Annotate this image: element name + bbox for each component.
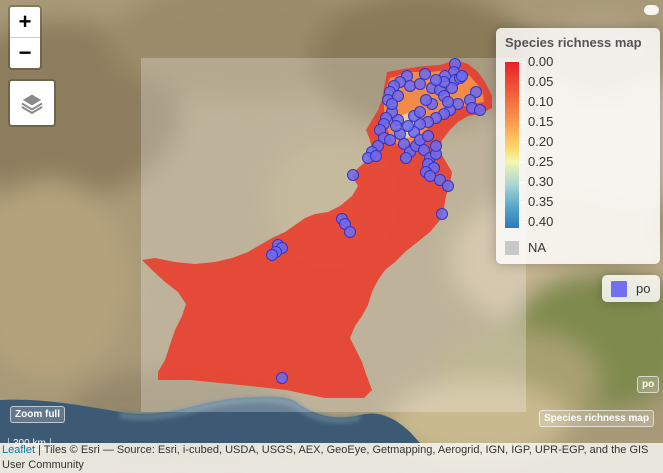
legend-tick-label: 0.05 bbox=[528, 74, 554, 89]
layers-button[interactable] bbox=[8, 79, 56, 127]
occurrence-point[interactable] bbox=[430, 140, 442, 152]
legend-tick-mark bbox=[520, 142, 524, 143]
occurrence-point[interactable] bbox=[434, 174, 446, 186]
occurrence-point[interactable] bbox=[404, 80, 416, 92]
occurrence-point[interactable] bbox=[392, 90, 404, 102]
occurrence-point[interactable] bbox=[430, 74, 442, 86]
na-swatch bbox=[505, 241, 519, 255]
occurrence-point[interactable] bbox=[276, 372, 288, 384]
legend-tick-mark bbox=[520, 62, 524, 63]
occurrence-point[interactable] bbox=[390, 120, 402, 132]
legend-tick-label: 0.30 bbox=[528, 174, 554, 189]
legend-tick-mark bbox=[520, 202, 524, 203]
occurrence-point[interactable] bbox=[420, 94, 432, 106]
species-layer-toggle[interactable]: Species richness map bbox=[539, 410, 655, 427]
legend-tick-label: 0.15 bbox=[528, 114, 554, 129]
occurrence-point[interactable] bbox=[456, 70, 468, 82]
occurrence-point[interactable] bbox=[384, 134, 396, 146]
zoom-full-button[interactable]: Zoom full bbox=[10, 406, 65, 423]
legend-tick-label: 0.00 bbox=[528, 54, 554, 69]
occurrence-point[interactable] bbox=[347, 169, 359, 181]
species-richness-legend: Species richness map 0.00 0.05 0.10 0.15 0.2… bbox=[496, 28, 660, 264]
legend-tick-label: 0.10 bbox=[528, 94, 554, 109]
po-label: po bbox=[636, 281, 651, 296]
occurrence-point[interactable] bbox=[442, 96, 454, 108]
points-legend: po bbox=[602, 275, 660, 302]
shallow-coast bbox=[120, 396, 360, 424]
occurrence-point[interactable] bbox=[446, 82, 458, 94]
attribution: Leaflet | Tiles © Esri — Source: Esri, i… bbox=[0, 443, 663, 473]
occurrence-point[interactable] bbox=[436, 208, 448, 220]
occurrence-point[interactable] bbox=[474, 104, 486, 116]
legend-color-ramp bbox=[505, 62, 519, 228]
legend-tick-mark bbox=[520, 82, 524, 83]
occurrence-point[interactable] bbox=[422, 130, 434, 142]
occurrence-points[interactable] bbox=[266, 58, 486, 384]
legend-tick-mark bbox=[520, 102, 524, 103]
legend-tick-label: 0.35 bbox=[528, 194, 554, 209]
collapse-handle[interactable] bbox=[644, 5, 659, 15]
po-swatch bbox=[611, 281, 627, 297]
occurrence-point[interactable] bbox=[344, 226, 356, 238]
zoom-control: + − bbox=[8, 5, 42, 70]
zoom-in-button[interactable]: + bbox=[18, 9, 32, 34]
occurrence-point[interactable] bbox=[400, 152, 412, 164]
legend-title: Species richness map bbox=[505, 35, 642, 50]
legend-tick-mark bbox=[520, 182, 524, 183]
occurrence-point[interactable] bbox=[470, 86, 482, 98]
occurrence-point[interactable] bbox=[414, 106, 426, 118]
occurrence-point[interactable] bbox=[398, 138, 410, 150]
occurrence-point[interactable] bbox=[414, 78, 426, 90]
occurrence-point[interactable] bbox=[414, 118, 426, 130]
occurrence-point[interactable] bbox=[266, 249, 278, 261]
attribution-text: | Tiles © Esri — Source: Esri, i-cubed, … bbox=[2, 444, 649, 471]
legend-tick-label: 0.20 bbox=[528, 134, 554, 149]
legend-tick-label: 0.25 bbox=[528, 154, 554, 169]
occurrence-point[interactable] bbox=[442, 180, 454, 192]
layers-icon bbox=[21, 93, 43, 115]
occurrence-point[interactable] bbox=[386, 98, 398, 110]
leaflet-link[interactable]: Leaflet bbox=[2, 444, 36, 456]
legend-tick-mark bbox=[520, 162, 524, 163]
legend-tick-mark bbox=[520, 122, 524, 123]
na-label: NA bbox=[528, 240, 547, 255]
occurrence-point[interactable] bbox=[418, 144, 430, 156]
occurrence-point[interactable] bbox=[402, 120, 414, 132]
legend-tick-mark bbox=[520, 222, 524, 223]
zoom-out-button[interactable]: − bbox=[10, 37, 40, 68]
occurrence-point[interactable] bbox=[419, 68, 431, 80]
sea-water bbox=[0, 396, 420, 443]
occurrence-point[interactable] bbox=[424, 170, 436, 182]
po-layer-toggle[interactable]: po bbox=[637, 376, 660, 393]
legend-tick-label: 0.40 bbox=[528, 214, 554, 229]
occurrence-point[interactable] bbox=[370, 150, 382, 162]
